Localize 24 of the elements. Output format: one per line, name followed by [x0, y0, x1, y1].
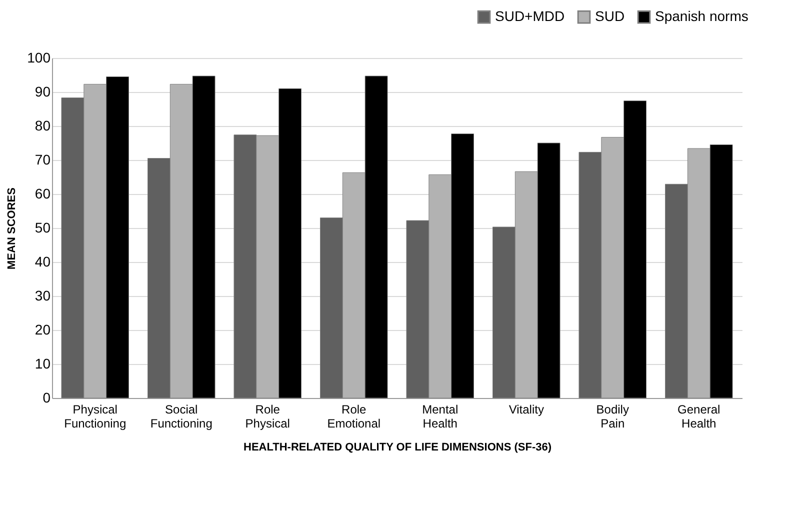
x-tick-label: Role Emotional [327, 402, 381, 430]
y-tick-label: 40 [34, 254, 51, 270]
x-tick-label: Social Functioning [150, 402, 212, 430]
x-tick-label: Physical Functioning [64, 402, 126, 430]
x-axis-title: HEALTH-RELATED QUALITY OF LIFE DIMENSIONS (SF-36) [244, 442, 552, 454]
x-tick-label: Role Physical [245, 402, 290, 430]
y-axis-title: MEAN SCORES [6, 188, 18, 270]
y-tick-label: 30 [34, 288, 51, 304]
x-tick-label: Mental Health [422, 402, 458, 430]
x-tick-label: Vitality [508, 402, 544, 416]
x-tick-label: Bodily Pain [596, 402, 629, 430]
y-tick-label: 90 [34, 84, 51, 100]
y-tick-label: 70 [34, 152, 51, 168]
x-tick-label: General Health [678, 402, 720, 430]
legend-label: SUD [595, 8, 625, 24]
y-tick-label: 10 [34, 356, 51, 372]
legend-label: SUD+MDD [495, 8, 565, 24]
y-tick-label: 100 [27, 50, 51, 66]
y-tick-label: 60 [34, 186, 51, 202]
y-tick-label: 0 [42, 390, 51, 406]
y-tick-label: 80 [34, 118, 51, 134]
legend-label: Spanish norms [655, 8, 748, 24]
y-tick-label: 20 [34, 322, 51, 338]
y-tick-label: 50 [34, 220, 51, 236]
